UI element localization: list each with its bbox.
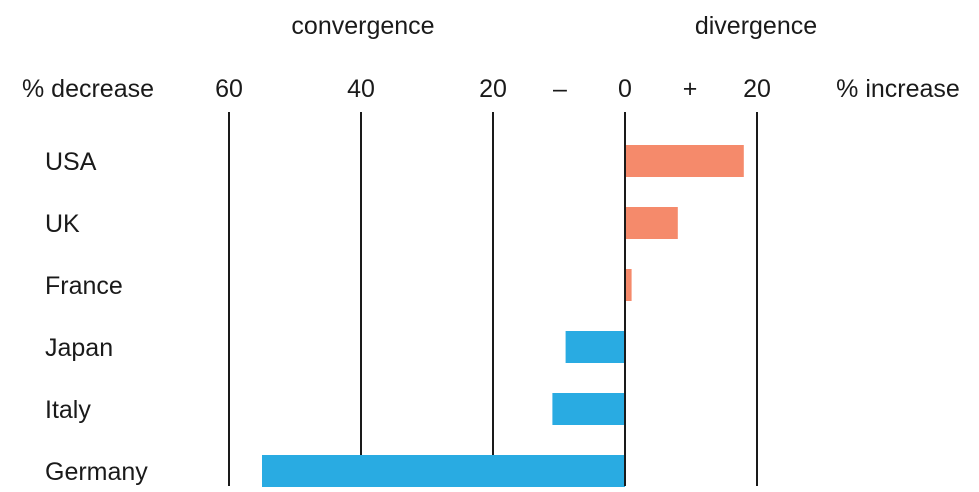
tick-label: 0 [618, 75, 632, 103]
category-label: France [45, 272, 123, 300]
tick-label: 60 [215, 75, 243, 103]
bar-germany [262, 455, 625, 487]
left-region-label: convergence [291, 12, 434, 40]
bar-france [625, 269, 632, 301]
category-label: UK [45, 210, 80, 238]
right-region-label: divergence [695, 12, 817, 40]
minus-sign-label: – [553, 75, 567, 103]
plus-sign-label: + [683, 75, 698, 103]
bar-japan [565, 331, 625, 363]
category-label: Italy [45, 396, 91, 424]
tick-labels: 60 40 20 0 20 [215, 75, 771, 103]
category-label: Germany [45, 458, 148, 486]
bar-uk [625, 207, 678, 239]
bars [262, 145, 744, 487]
tick-label: 40 [347, 75, 375, 103]
category-label: USA [45, 148, 97, 176]
right-axis-label: % increase [836, 75, 960, 103]
category-label: Japan [45, 334, 113, 362]
tick-label: 20 [479, 75, 507, 103]
bar-italy [552, 393, 625, 425]
left-axis-label: % decrease [22, 75, 154, 103]
category-labels: USA UK France Japan Italy Germany [45, 148, 148, 486]
bar-usa [625, 145, 744, 177]
tick-label: 20 [743, 75, 771, 103]
